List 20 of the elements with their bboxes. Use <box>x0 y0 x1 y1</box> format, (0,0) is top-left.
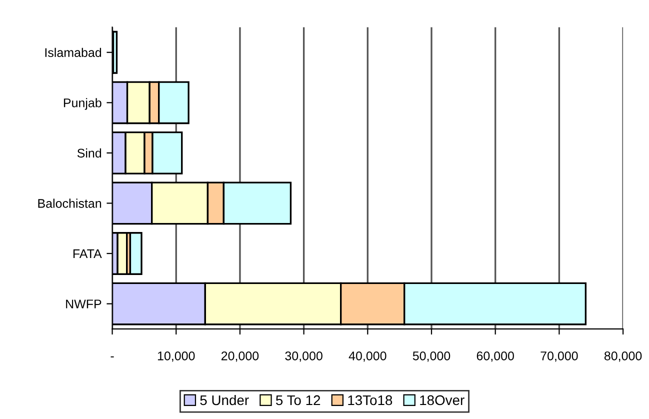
y-tick-label: Islamabad <box>45 48 102 58</box>
y-tick-label: Balochistan <box>38 198 102 208</box>
x-tick-label: 40,000 <box>348 351 386 362</box>
y-tick-label: FATA <box>73 249 102 258</box>
x-tick-label: 50,000 <box>412 351 450 362</box>
x-tick-label: - <box>110 356 114 358</box>
legend-label: 18Over <box>420 395 464 406</box>
x-tick-label: 30,000 <box>285 351 322 362</box>
x-tick-label: 80,000 <box>604 351 642 362</box>
x-tick-label: 20,000 <box>221 351 259 362</box>
y-tick-label: NWFP <box>66 300 102 308</box>
legend-label: 5 Under <box>200 394 249 406</box>
y-tick-label: Sind <box>77 148 102 158</box>
legend-label: 13To18 <box>348 395 392 406</box>
x-tick-label: 10,000 <box>158 351 195 362</box>
bar <box>129 232 142 275</box>
x-tick-label: 60,000 <box>476 351 514 362</box>
y-tick-label: Punjab <box>64 98 102 110</box>
legend-label: 5 To 12 <box>276 395 320 406</box>
x-tick-label: 70,000 <box>540 351 578 362</box>
